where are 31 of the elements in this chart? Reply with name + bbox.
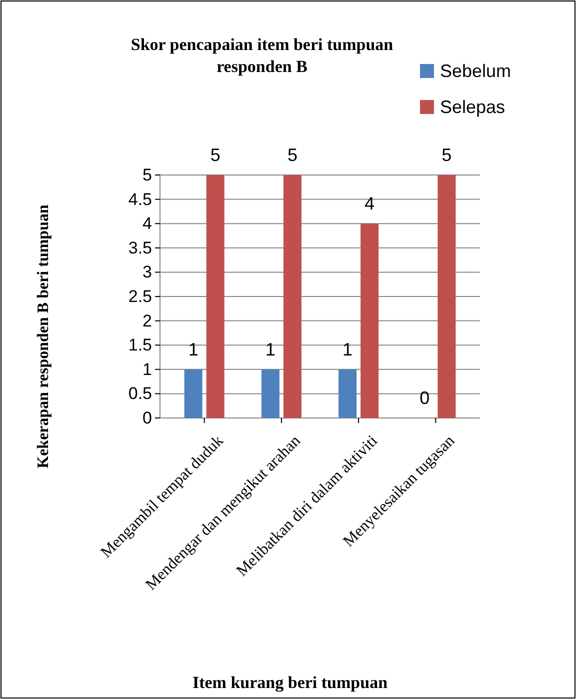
data-label: 5 xyxy=(210,145,220,165)
bar xyxy=(261,369,280,418)
data-label: 5 xyxy=(287,145,298,165)
y-tick-label: 2 xyxy=(142,311,152,330)
bar xyxy=(360,224,379,418)
chart-title: Skor pencapaian item beri tumpuan responden B xyxy=(130,35,394,76)
y-tick-label: 1 xyxy=(142,360,152,379)
legend-label: Sebelum xyxy=(440,61,512,81)
bar xyxy=(184,369,202,418)
y-tick-label: 4.5 xyxy=(128,190,152,209)
y-tick-label: 0 xyxy=(142,408,152,428)
data-label: 0 xyxy=(420,388,430,408)
bar xyxy=(283,175,302,418)
data-label: 5 xyxy=(442,145,452,165)
y-tick-label: 0.5 xyxy=(128,384,152,404)
data-label: 1 xyxy=(342,339,353,360)
y-tick-label: 5 xyxy=(142,165,152,184)
bar xyxy=(438,175,456,418)
y-tick-label: 3 xyxy=(142,262,152,282)
y-axis-title: Kekerapan responden B beri tumpuan xyxy=(35,204,52,468)
data-label: 1 xyxy=(188,339,198,360)
y-tick-label: 4 xyxy=(142,214,152,234)
bar xyxy=(206,175,224,418)
y-tick-label: 3.5 xyxy=(128,238,152,258)
y-tick-label: 2.5 xyxy=(128,286,152,306)
bar xyxy=(338,369,357,418)
y-tick-label: 1.5 xyxy=(128,336,152,355)
data-label: 1 xyxy=(265,339,276,360)
legend-label: Selepas xyxy=(440,97,506,117)
x-axis-title: Item kurang beri tumpuan xyxy=(192,673,388,692)
data-label: 4 xyxy=(364,194,375,214)
